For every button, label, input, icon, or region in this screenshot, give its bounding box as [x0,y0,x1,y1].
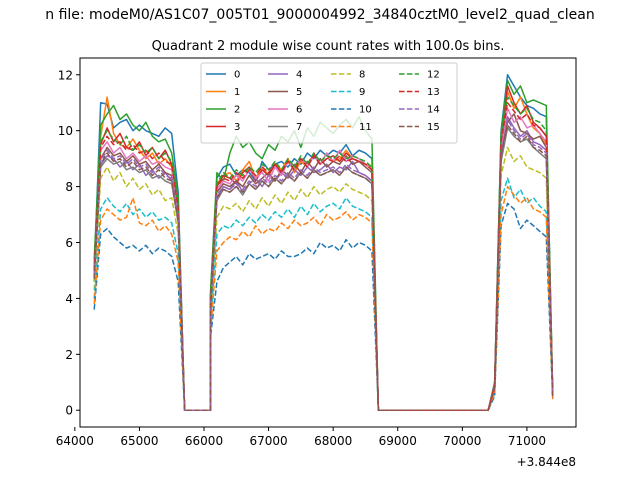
legend-label-14: 14 [427,105,440,116]
legend-label-10: 10 [359,105,372,116]
y-tick-label: 4 [65,292,73,306]
legend-label-3: 3 [234,122,240,133]
legend-label-9: 9 [359,87,365,98]
series-line-10 [93,202,554,411]
x-tick-label: 67000 [249,434,287,448]
legend-label-7: 7 [296,122,302,133]
legend-label-5: 5 [296,87,302,98]
x-tick-label: 66000 [185,434,223,448]
plot-lines [93,74,554,411]
x-tick-label: 68000 [314,434,352,448]
y-tick-label: 10 [58,124,73,138]
legend-label-11: 11 [359,122,372,133]
y-tick-label: 2 [65,348,73,362]
series-line-9 [93,177,554,411]
x-tick-label: 65000 [120,434,158,448]
y-tick-label: 0 [65,404,73,418]
legend-label-2: 2 [234,105,240,116]
x-tick-label: 71000 [508,434,546,448]
series-line-13 [93,101,554,411]
series-line-14 [93,118,554,411]
legend-frame [200,62,458,144]
y-tick-label: 8 [65,180,73,194]
legend-label-8: 8 [359,70,365,81]
chart-title: Quadrant 2 module wise count rates with … [152,39,505,54]
series-line-8 [93,146,554,411]
y-tick-label: 6 [65,236,73,250]
x-axis: 64000 65000 66000 67000 68000 69000 70000 71000 [56,427,546,448]
figure-suptitle: n file: modeM0/AS1C07_005T01_9000004992_… [45,7,594,23]
y-tick-label: 12 [58,68,73,82]
legend-label-4: 4 [296,70,302,81]
legend-label-15: 15 [427,122,440,133]
y-axis: 0 2 4 6 8 10 12 [58,68,80,418]
legend-label-6: 6 [296,105,302,116]
x-tick-label: 70000 [443,434,481,448]
legend-label-13: 13 [427,87,440,98]
legend-label-0: 0 [234,70,240,81]
series-line-11 [93,185,554,411]
legend-label-1: 1 [234,87,240,98]
x-tick-label: 69000 [379,434,417,448]
x-offset-label: +3.844e8 [517,455,576,469]
series-line-12 [93,96,554,411]
legend-label-12: 12 [427,70,440,81]
x-tick-label: 64000 [56,434,94,448]
